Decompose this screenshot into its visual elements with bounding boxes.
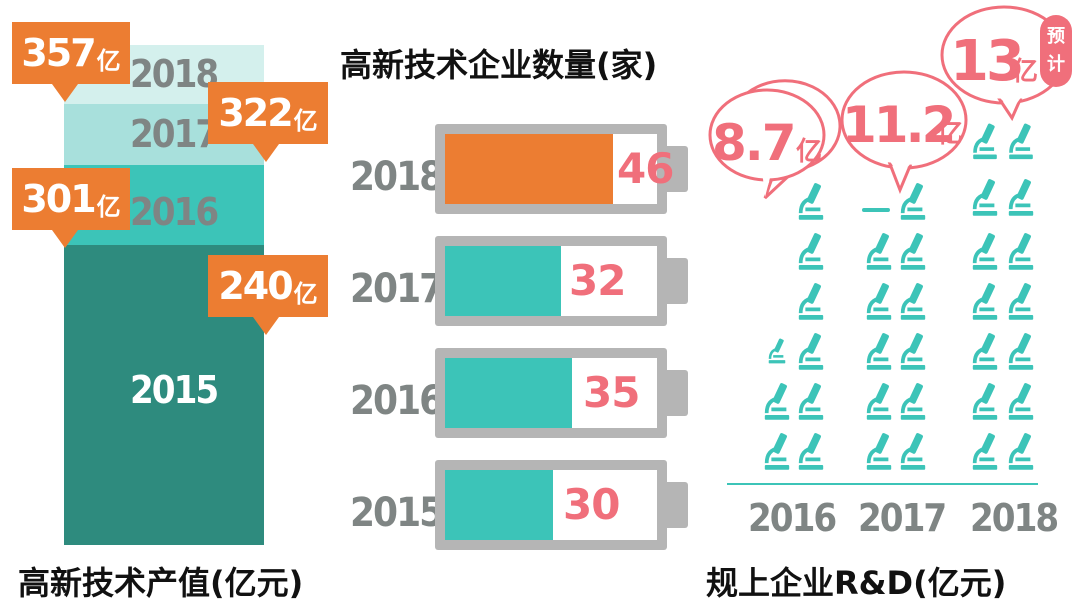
year-label-2018: 2018 bbox=[130, 52, 219, 96]
rd-unit-2017: 亿 bbox=[937, 119, 963, 149]
microscope-icon bbox=[1006, 330, 1036, 372]
battery-year-2015: 2015 bbox=[350, 490, 444, 536]
battery-year-2016: 2016 bbox=[350, 378, 444, 424]
battery-value-2017: 32 bbox=[569, 256, 626, 305]
rd-title: 规上企业R&D(亿元) bbox=[706, 564, 1007, 602]
rd-unit-2016: 亿 bbox=[796, 137, 822, 167]
microscope-icon bbox=[796, 230, 826, 272]
callout-2015: 240 亿 bbox=[208, 255, 328, 335]
estimate-label-2: 计 bbox=[1047, 53, 1065, 75]
microscope-icon bbox=[864, 380, 894, 422]
microscope-icon bbox=[898, 330, 928, 372]
microscope-icon bbox=[864, 330, 894, 372]
battery-value-2018: 46 bbox=[617, 144, 674, 193]
microscope-icon bbox=[1006, 430, 1036, 472]
callout-2018: 357 亿 bbox=[12, 22, 130, 102]
battery-2018: 46 bbox=[435, 124, 688, 214]
enterprise-count-title: 高新技术企业数量(家) bbox=[340, 46, 658, 84]
rd-value-2018: 13 bbox=[950, 29, 1022, 94]
year-label-2015: 2015 bbox=[130, 368, 219, 412]
microscope-icon bbox=[971, 121, 999, 160]
rd-bubble-2017: 11.2 亿 bbox=[840, 70, 968, 195]
output-value-title: 高新技术产值(亿元) bbox=[18, 564, 304, 602]
rd-value-2017: 11.2 bbox=[842, 96, 953, 154]
microscope-icon bbox=[1006, 380, 1036, 422]
value-2018: 357 bbox=[21, 31, 96, 75]
rd-bubble-2018: 13 亿 预 计 bbox=[940, 5, 1072, 122]
battery-year-2017: 2017 bbox=[350, 266, 444, 312]
rd-unit-2018: 亿 bbox=[1012, 57, 1038, 87]
battery-2016: 35 bbox=[435, 348, 688, 438]
unit-label: 亿 bbox=[96, 47, 121, 75]
microscope-icon bbox=[864, 230, 894, 272]
microscope-icon bbox=[1006, 230, 1036, 272]
unit-label: 亿 bbox=[293, 280, 318, 308]
microscope-icon bbox=[762, 430, 792, 472]
microscope-icon bbox=[970, 430, 1000, 472]
microscope-icon bbox=[1006, 280, 1036, 322]
microscope-icon bbox=[970, 380, 1000, 422]
microscope-icon bbox=[898, 380, 928, 422]
microscope-icon bbox=[1007, 121, 1035, 160]
microscope-icon bbox=[796, 330, 826, 372]
rd-year-2016: 2016 bbox=[748, 496, 837, 540]
estimate-label: 预 bbox=[1047, 26, 1065, 47]
value-2015: 240 bbox=[218, 264, 293, 308]
rd-year-2018: 2018 bbox=[970, 496, 1059, 540]
rd-value-2016: 8.7 bbox=[712, 114, 795, 172]
battery-fill-2015 bbox=[445, 470, 553, 540]
callout-2017: 322 亿 bbox=[208, 82, 328, 162]
year-label-2017: 2017 bbox=[130, 112, 219, 156]
microscope-icon bbox=[796, 280, 826, 322]
battery-year-2018: 2018 bbox=[350, 154, 444, 200]
value-2016: 301 bbox=[21, 177, 96, 221]
microscope-icon bbox=[970, 230, 1000, 272]
year-label-2016: 2016 bbox=[130, 190, 219, 234]
microscope-icon bbox=[1006, 176, 1036, 218]
microscope-icon bbox=[766, 336, 788, 364]
unit-label: 亿 bbox=[96, 193, 121, 221]
microscope-icon bbox=[970, 176, 1000, 218]
rd-bubble-2016: 8.7 亿 bbox=[708, 79, 842, 200]
callout-2016: 301 亿 bbox=[12, 168, 130, 248]
microscope-icon bbox=[796, 180, 826, 222]
rd-svg: 8.7 亿 11.2 亿 13 亿 预 计 bbox=[708, 5, 1072, 485]
microscope-icon bbox=[796, 430, 826, 472]
microscope-icon bbox=[796, 380, 826, 422]
battery-fill-2017 bbox=[445, 246, 561, 316]
battery-2015: 30 bbox=[435, 460, 688, 550]
value-2017: 322 bbox=[218, 91, 293, 135]
microscope-icon bbox=[864, 280, 894, 322]
microscope-icon bbox=[898, 430, 928, 472]
rd-year-2017: 2017 bbox=[858, 496, 947, 540]
microscope-icon bbox=[898, 180, 928, 222]
unit-label: 亿 bbox=[293, 107, 318, 135]
microscope-icon bbox=[864, 430, 894, 472]
microscope-icon bbox=[970, 330, 1000, 372]
battery-fill-2018 bbox=[445, 134, 613, 204]
microscope-icon bbox=[762, 380, 792, 422]
battery-fill-2016 bbox=[445, 358, 572, 428]
microscope-icon bbox=[970, 280, 1000, 322]
battery-value-2015: 30 bbox=[563, 480, 620, 529]
microscope-icon bbox=[898, 280, 928, 322]
estimate-badge bbox=[1040, 15, 1072, 87]
microscope-icon bbox=[898, 230, 928, 272]
battery-value-2016: 35 bbox=[583, 368, 640, 417]
battery-2017: 32 bbox=[435, 236, 688, 326]
rd-icons bbox=[762, 121, 1036, 472]
